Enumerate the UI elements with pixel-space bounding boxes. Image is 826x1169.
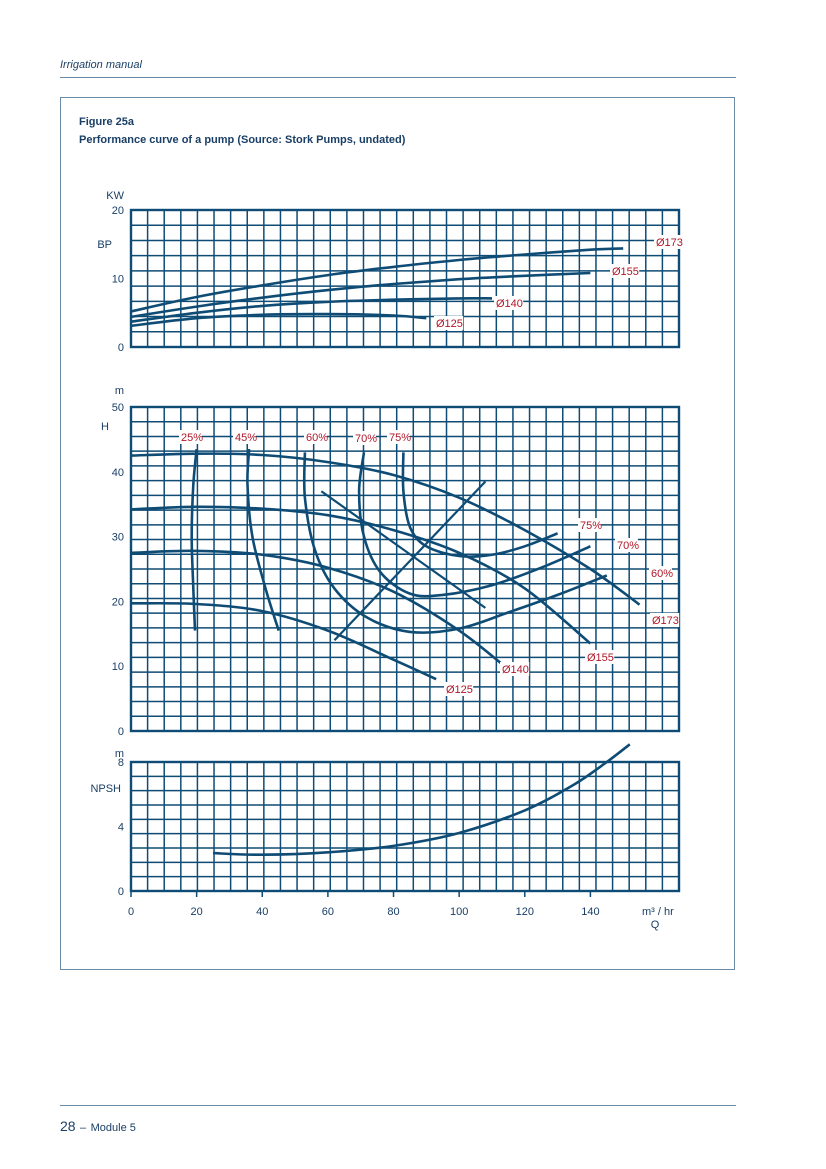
x-tick-label: 80	[387, 906, 399, 918]
power-yunit: KW	[106, 190, 124, 202]
head-ytick: 10	[112, 661, 124, 673]
footer-dash: –	[80, 1122, 87, 1134]
figure-label: Figure 25a	[79, 116, 135, 128]
power-curve	[130, 271, 591, 319]
head-yunit: m	[115, 385, 124, 397]
power-label: Ø173	[656, 237, 683, 249]
system-line	[333, 480, 487, 642]
head-ylabel: H	[101, 421, 109, 433]
head-curve	[130, 601, 437, 681]
efficiency-label: 75%	[389, 432, 411, 444]
diameter-label: Ø140	[502, 664, 529, 676]
npsh-grid-border	[129, 760, 681, 893]
head-curve	[130, 452, 641, 606]
diameter-label-bg	[444, 682, 474, 696]
npsh-curve	[212, 743, 631, 857]
power-curve	[130, 247, 624, 313]
diameter-label-bg	[585, 650, 615, 664]
x-tick-label: 0	[128, 906, 134, 918]
x-tick-label: 40	[256, 906, 268, 918]
footer: 28 – Module 5	[60, 1118, 136, 1136]
x-label: Q	[651, 919, 660, 931]
x-tick-label: 120	[516, 906, 534, 918]
x-tick-label: 140	[581, 906, 599, 918]
x-unit: m³ / hr	[642, 906, 674, 918]
efficiency-label: 25%	[181, 432, 203, 444]
efficiency-curve	[190, 448, 198, 631]
diameter-label: Ø125	[446, 684, 473, 696]
header-rule	[60, 77, 736, 78]
head-ytick: 20	[112, 596, 124, 608]
power-label: Ø140	[496, 298, 523, 310]
efficiency-label: 75%	[580, 520, 602, 532]
efficiency-label-bg	[615, 538, 638, 552]
power-ytick: 0	[118, 342, 124, 354]
power-label-bg	[654, 235, 684, 249]
diameter-label: Ø173	[652, 615, 679, 627]
system-line	[320, 490, 487, 609]
header-title: Irrigation manual	[60, 59, 142, 71]
x-tick-label: 60	[322, 906, 334, 918]
efficiency-label-bg	[353, 431, 376, 445]
efficiency-label: 70%	[617, 540, 639, 552]
diameter-label-bg	[650, 613, 680, 627]
power-curve	[130, 312, 427, 328]
head-ytick: 30	[112, 532, 124, 544]
power-curve	[130, 296, 493, 323]
head-ytick: 40	[112, 467, 124, 479]
figure-frame	[60, 97, 735, 970]
efficiency-label: 70%	[355, 433, 377, 445]
head-ytick: 50	[112, 402, 124, 414]
efficiency-curve	[246, 449, 280, 631]
efficiency-label-bg	[649, 566, 672, 580]
npsh-ylabel: NPSH	[90, 783, 121, 795]
efficiency-label-bg	[304, 430, 327, 444]
diameter-label: Ø155	[587, 652, 614, 664]
power-label: Ø155	[612, 266, 639, 278]
efficiency-curve	[401, 452, 559, 558]
power-ytick: 20	[112, 205, 124, 217]
footer-module: Module 5	[90, 1122, 136, 1134]
efficiency-label-bg	[179, 430, 202, 444]
efficiency-label: 45%	[235, 432, 257, 444]
x-tick-label: 20	[191, 906, 203, 918]
page-number: 28	[60, 1118, 76, 1134]
x-tick-label: 100	[450, 906, 468, 918]
figure-caption: Performance curve of a pump (Source: Sto…	[79, 134, 406, 146]
efficiency-label: 60%	[651, 568, 673, 580]
power-label: Ø125	[436, 318, 463, 330]
efficiency-label-bg	[578, 518, 601, 532]
efficiency-curve	[302, 452, 608, 634]
head-curve	[130, 549, 510, 671]
diameter-label-bg	[500, 662, 530, 676]
efficiency-label-bg	[233, 430, 256, 444]
power-ytick: 10	[112, 274, 124, 286]
head-ytick: 0	[118, 726, 124, 738]
npsh-ytick: 4	[118, 822, 124, 834]
power-label-bg	[610, 264, 640, 278]
power-grid-border	[129, 208, 681, 349]
efficiency-curve	[357, 452, 591, 598]
npsh-yunit: m	[115, 748, 124, 760]
efficiency-label-bg	[387, 430, 410, 444]
efficiency-label: 60%	[306, 432, 328, 444]
power-label-bg	[494, 296, 524, 310]
npsh-ytick: 0	[118, 886, 124, 898]
power-ylabel: BP	[97, 239, 112, 251]
npsh-ytick: 8	[118, 757, 124, 769]
footer-rule	[60, 1105, 736, 1106]
power-label-bg	[434, 316, 464, 330]
